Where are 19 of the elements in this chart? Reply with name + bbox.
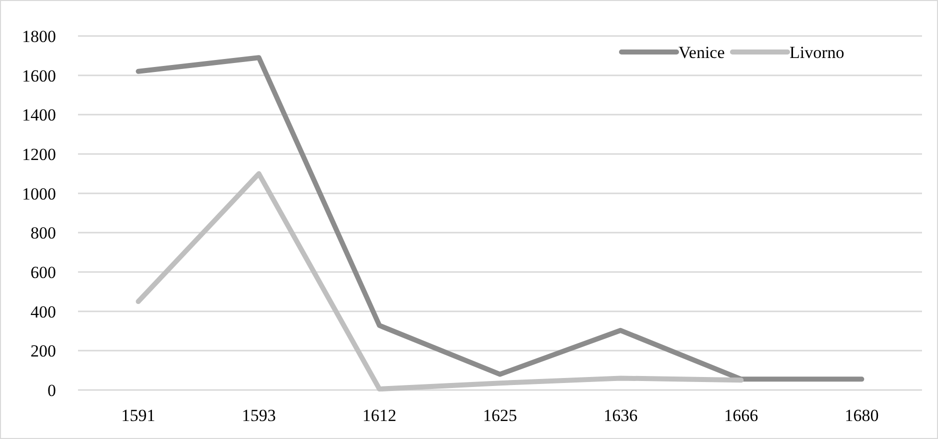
x-tick-label: 1625 [483,406,517,425]
x-tick-label: 1612 [362,406,396,425]
y-tick-label: 0 [48,380,56,400]
y-tick-label: 1800 [22,26,56,46]
y-tick-label: 1000 [22,184,56,204]
y-tick-label: 200 [30,342,56,361]
y-tick-label: 1400 [22,106,56,125]
legend-label: Venice [678,43,725,62]
legend-label: Livorno [790,43,844,62]
x-tick-label: 1680 [844,406,879,425]
y-tick-label: 600 [30,262,56,282]
x-tick-label: 1593 [242,406,276,425]
y-tick-label: 1600 [22,66,56,86]
y-tick-label: 1200 [22,144,56,164]
y-tick-label: 800 [30,224,56,243]
y-tick-label: 400 [30,302,56,322]
x-tick-label: 1591 [121,406,156,425]
x-tick-label: 1666 [724,406,758,425]
x-tick-label: 1636 [604,406,638,425]
